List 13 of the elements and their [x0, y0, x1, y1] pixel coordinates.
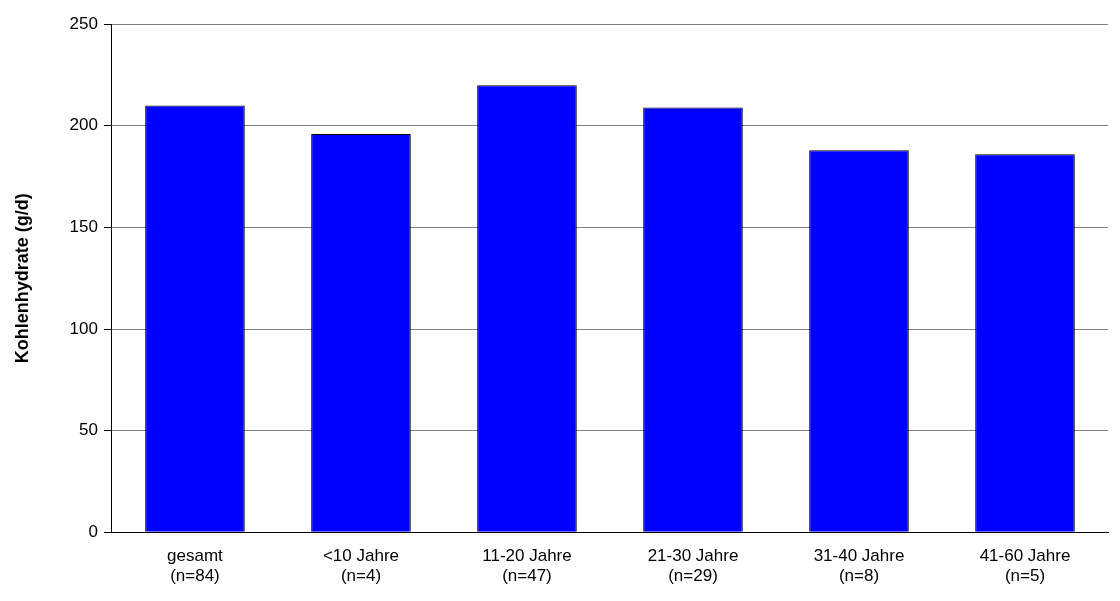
x-tick-label: 41-60 Jahre (n=5) — [979, 546, 1071, 586]
x-tick-label: 21-30 Jahre (n=29) — [647, 546, 739, 586]
y-axis-title: Kohlenhydrate (g/d) — [11, 193, 32, 364]
y-tick-label: 200 — [69, 115, 98, 135]
x-tick-label: <10 Jahre (n=4) — [322, 546, 400, 586]
x-tick-label: 31-40 Jahre (n=8) — [813, 546, 905, 586]
x-tick-label: gesamt (n=84) — [167, 546, 224, 586]
y-tick-label: 250 — [69, 13, 98, 33]
x-tick-label: 11-20 Jahre (n=47) — [482, 546, 572, 586]
y-tick-label: 0 — [88, 521, 98, 541]
y-tick-label: 50 — [79, 420, 98, 440]
y-tick-label: 150 — [69, 217, 98, 237]
y-tick-label: 100 — [69, 318, 98, 338]
